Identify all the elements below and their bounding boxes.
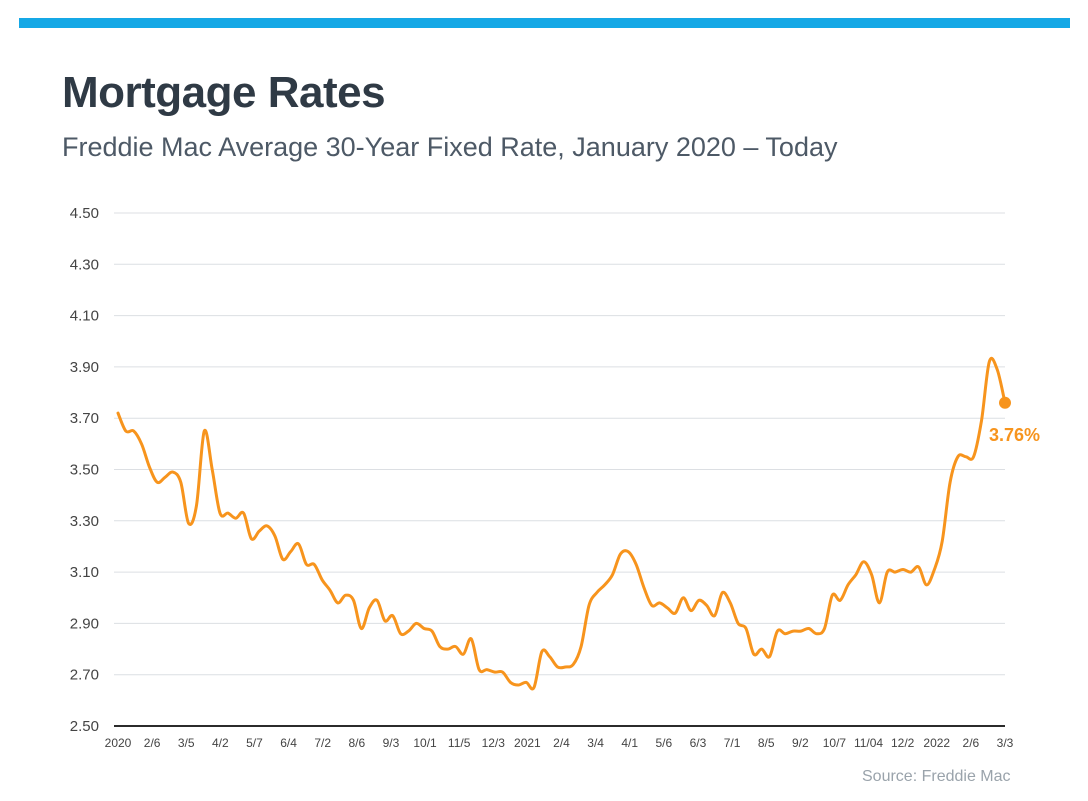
x-tick-label: 2022 [923, 736, 950, 750]
x-tick-label: 4/2 [212, 736, 229, 750]
x-tick-label: 8/6 [348, 736, 365, 750]
series-line [116, 356, 1007, 691]
source-note: Source: Freddie Mac [862, 768, 1011, 785]
x-tick-label: 12/3 [482, 736, 506, 750]
y-tick-label: 3.50 [70, 462, 99, 479]
x-tick-label: 11/5 [448, 736, 471, 750]
x-tick-label: 5/7 [246, 736, 263, 750]
y-tick-label: 3.90 [70, 359, 99, 376]
x-tick-label: 9/2 [792, 736, 809, 750]
x-tick-label: 7/1 [724, 736, 741, 750]
y-tick-label: 3.30 [70, 513, 99, 530]
y-tick-label: 4.50 [70, 205, 99, 222]
chart-subtitle: Freddie Mac Average 30-Year Fixed Rate, … [62, 132, 838, 162]
x-tick-label: 8/5 [758, 736, 775, 750]
y-tick-label: 2.90 [70, 615, 99, 632]
x-tick-label: 3/5 [178, 736, 195, 750]
x-tick-label: 11/04 [854, 736, 883, 750]
y-tick-label: 4.30 [70, 256, 99, 273]
x-tick-label: 2/6 [963, 736, 980, 750]
x-tick-label: 7/2 [314, 736, 331, 750]
x-tick-label: 2/6 [144, 736, 161, 750]
y-tick-label: 3.70 [70, 410, 99, 427]
x-tick-label: 4/1 [621, 736, 638, 750]
last-point-marker [999, 396, 1011, 409]
x-tick-label: 10/7 [823, 736, 847, 750]
x-tick-label: 9/3 [383, 736, 400, 750]
x-tick-label: 2/4 [553, 736, 570, 750]
x-tick-label: 2020 [105, 736, 132, 750]
x-tick-label: 6/3 [690, 736, 707, 750]
x-tick-label: 3/4 [587, 736, 604, 750]
top-accent-bar [19, 18, 1070, 28]
x-tick-label: 3/3 [997, 736, 1014, 750]
last-value-label: 3.76% [989, 425, 1040, 445]
x-tick-label: 10/1 [413, 736, 437, 750]
x-tick-label: 5/6 [656, 736, 673, 750]
x-tick-label: 6/4 [280, 736, 297, 750]
x-tick-label: 12/2 [891, 736, 915, 750]
y-tick-label: 2.50 [70, 718, 99, 735]
y-tick-label: 3.10 [70, 564, 99, 581]
y-tick-label: 4.10 [70, 308, 99, 325]
x-tick-label: 2021 [514, 736, 541, 750]
chart-title: Mortgage Rates [62, 68, 386, 117]
y-tick-label: 2.70 [70, 667, 99, 684]
